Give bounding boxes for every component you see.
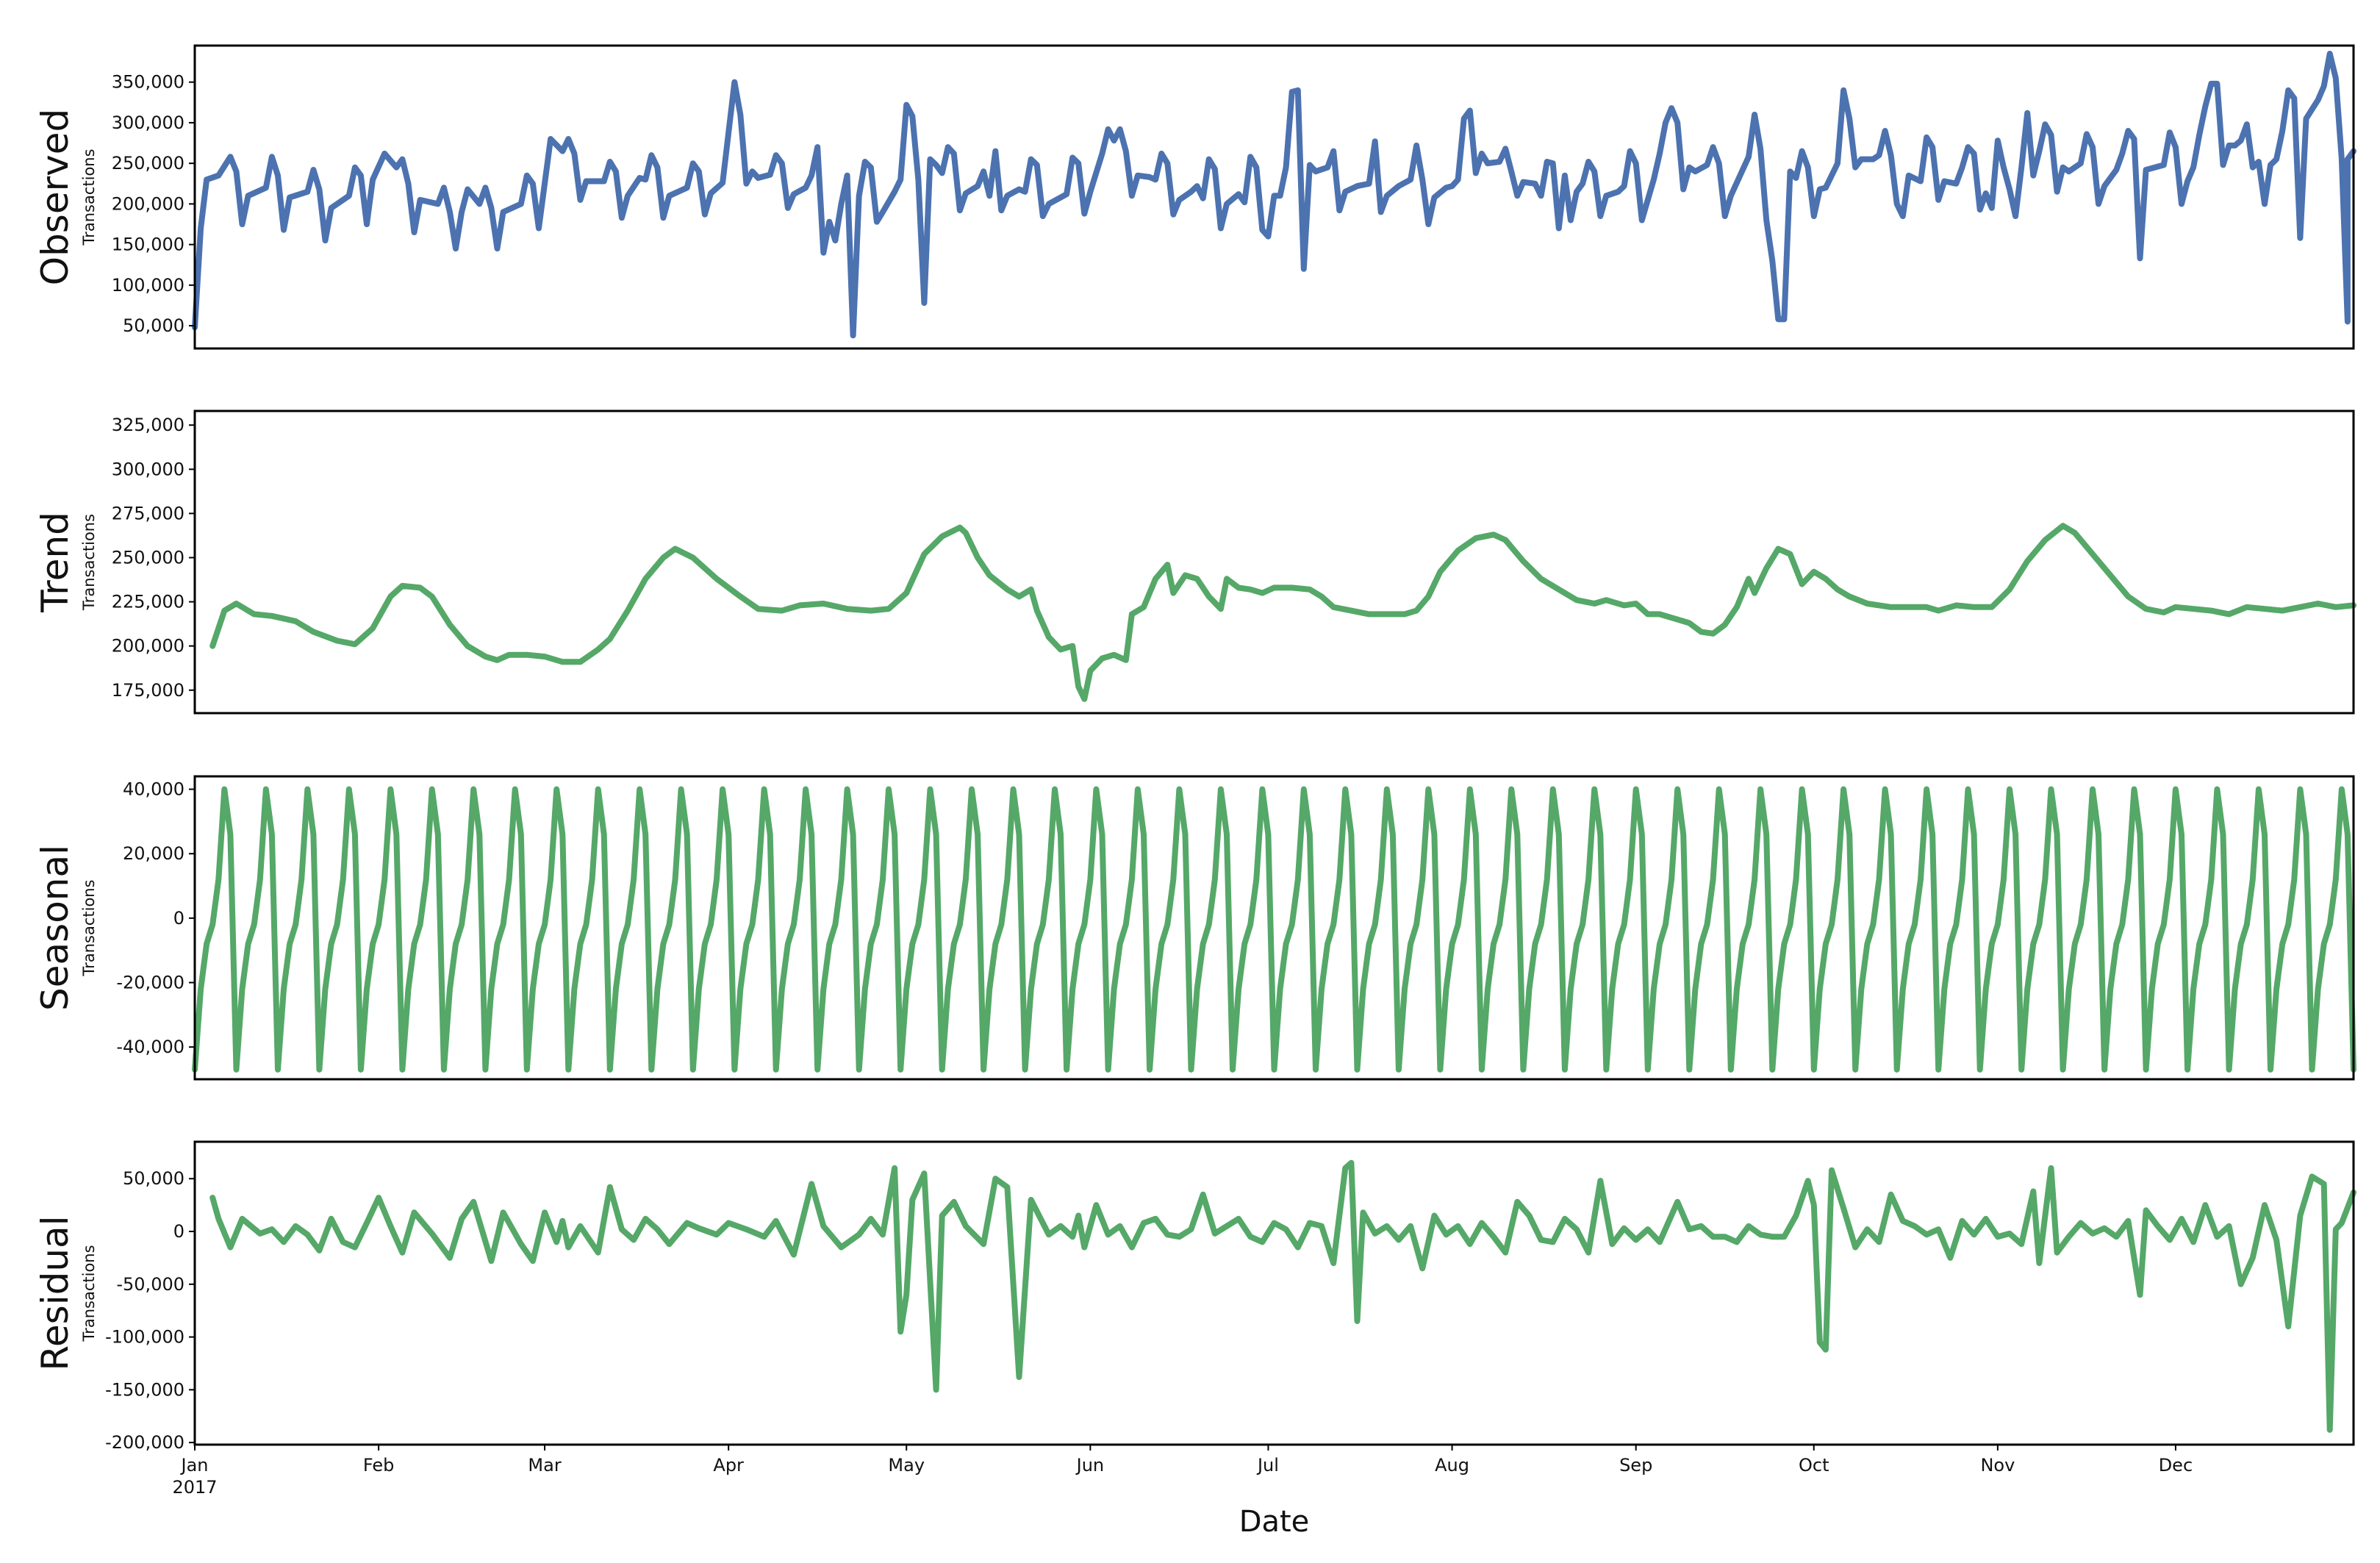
y-tick-label: 250,000 xyxy=(112,153,184,174)
y-tick-label: 250,000 xyxy=(112,547,184,568)
y-axis-label: Transactions xyxy=(80,514,98,611)
x-tick-label: Nov xyxy=(1980,1455,2015,1476)
panel-observed: 50,000 100,000 150,000 200,000 250,000 300,00… xyxy=(34,44,2356,350)
x-tick-label: Mar xyxy=(528,1455,561,1476)
x-tick-label: Dec xyxy=(2159,1455,2193,1476)
y-tick-label: 200,000 xyxy=(112,193,184,214)
y-axis-label: Transactions xyxy=(80,149,98,246)
y-tick-label: 0 xyxy=(173,1221,184,1242)
panel-frame xyxy=(193,44,2355,350)
y-tick-label: 0 xyxy=(173,908,184,929)
x-tick-label: Apr xyxy=(713,1455,744,1476)
y-tick-label: 200,000 xyxy=(112,636,184,657)
panel-title: Residual xyxy=(34,1215,76,1370)
panel-trend: 175,000 200,000 225,000 250,000 275,000 300,0… xyxy=(34,409,2356,715)
y-tick-label: 175,000 xyxy=(112,680,184,701)
y-tick-label: 50,000 xyxy=(123,1168,184,1189)
x-tick-label: Sep xyxy=(1619,1455,1652,1476)
x-tick-label: Jun xyxy=(1075,1455,1105,1476)
series-line-trend xyxy=(209,523,2356,702)
x-tick-label: Oct xyxy=(1799,1455,1829,1476)
y-tick-label: 20,000 xyxy=(123,843,184,864)
panel-title: Seasonal xyxy=(34,845,76,1011)
y-tick-label: 350,000 xyxy=(112,72,184,93)
y-tick-label: 150,000 xyxy=(112,235,184,255)
x-axis-title: Date xyxy=(1239,1505,1310,1539)
y-tick-label: -200,000 xyxy=(105,1432,184,1453)
panel-title: Observed xyxy=(34,109,76,286)
y-tick-label: 50,000 xyxy=(123,315,184,336)
panel-seasonal: -40,000 -20,000 0 20,000 40,000 Seasonal Trans… xyxy=(34,775,2356,1081)
x-tick-sublabel: 2017 xyxy=(172,1477,217,1498)
panel-frame xyxy=(193,1140,2355,1446)
panel-title: Trend xyxy=(34,512,76,613)
x-tick-label: Aug xyxy=(1435,1455,1469,1476)
x-tick-label: May xyxy=(888,1455,925,1476)
y-tick-label: 300,000 xyxy=(112,112,184,133)
y-axis-label: Transactions xyxy=(80,1245,98,1342)
x-tick-label: Jul xyxy=(1256,1455,1279,1476)
series-line-seasonal xyxy=(192,786,2356,1073)
panel-residual: -200,000 -150,000 -100,000 -50,000 0 50,000 Re… xyxy=(34,1140,2356,1453)
series-line-residual xyxy=(209,1159,2356,1433)
y-tick-label: -40,000 xyxy=(116,1037,184,1057)
y-tick-label: 325,000 xyxy=(112,415,184,435)
y-tick-label: 300,000 xyxy=(112,459,184,479)
y-tick-label: 225,000 xyxy=(112,592,184,612)
y-axis-label: Transactions xyxy=(80,879,98,976)
y-tick-label: -20,000 xyxy=(116,973,184,993)
y-tick-label: 100,000 xyxy=(112,275,184,296)
x-tick-label: Jan xyxy=(180,1455,209,1476)
panel-frame xyxy=(193,409,2355,715)
y-tick-label: 40,000 xyxy=(123,779,184,800)
x-tick-label: Feb xyxy=(363,1455,395,1476)
y-tick-label: -100,000 xyxy=(105,1327,184,1348)
series-line-observed xyxy=(192,51,2356,339)
y-tick-label: -150,000 xyxy=(105,1379,184,1400)
panel-frame xyxy=(193,775,2355,1081)
y-tick-label: -50,000 xyxy=(116,1274,184,1295)
y-tick-label: 275,000 xyxy=(112,503,184,523)
